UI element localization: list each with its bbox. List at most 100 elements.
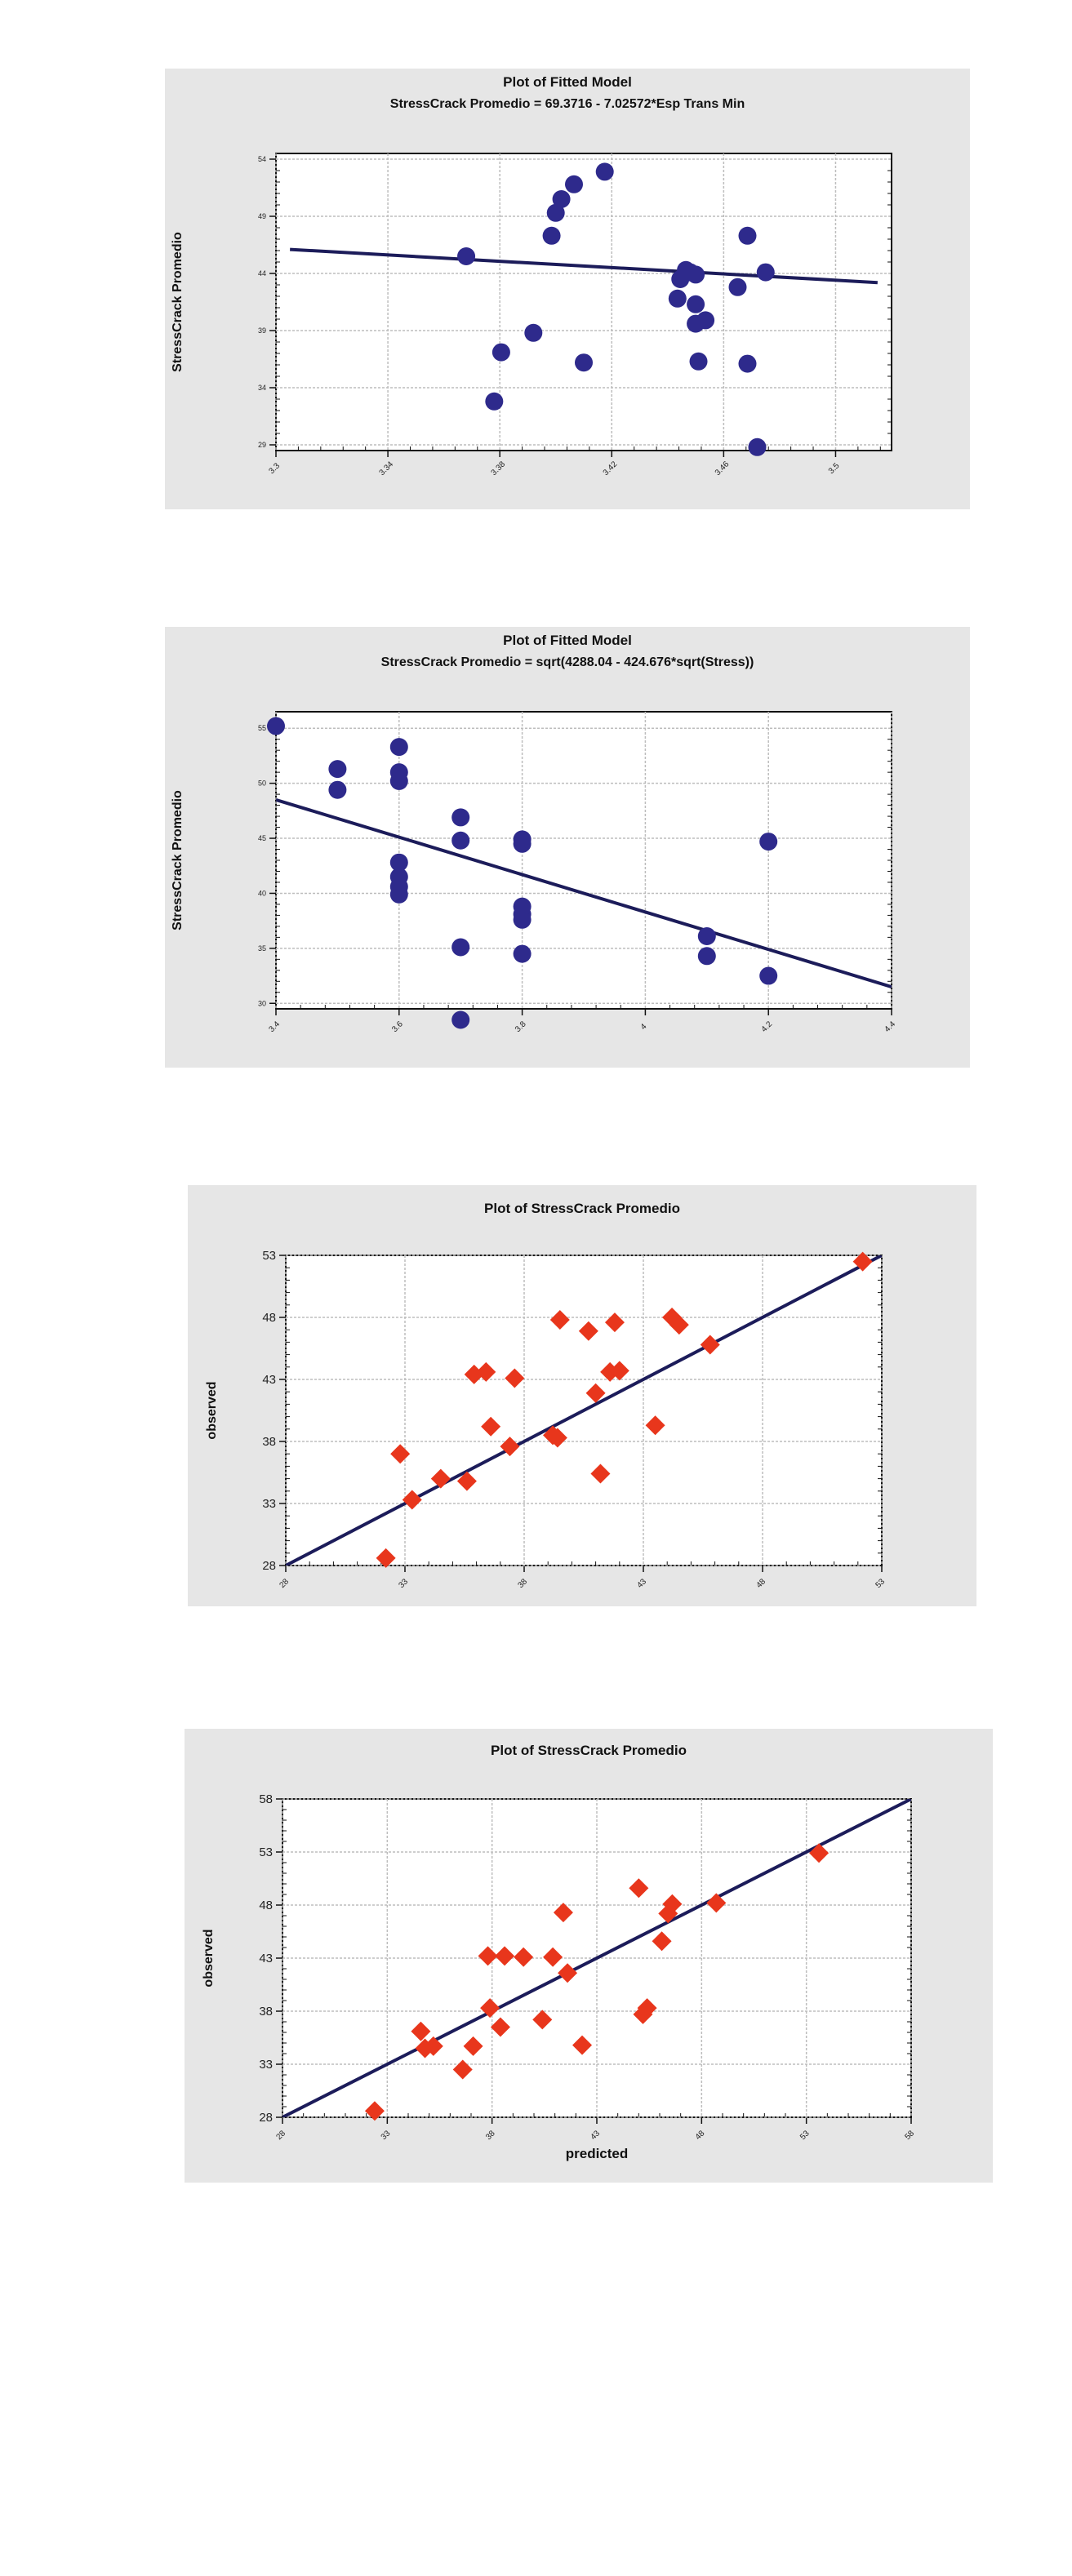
y-tick-label: 44 [258,269,266,278]
x-tick-label: 43 [635,1577,648,1590]
data-point [389,771,408,790]
data-point [575,353,593,372]
data-point [364,2101,385,2121]
y-tick-label: 58 [259,1792,273,1806]
y-tick-label: 28 [262,1559,276,1573]
y-axis-label: StressCrack Promedio [171,232,185,372]
fit-line [290,247,878,285]
x-tick-label: 43 [589,2129,602,2142]
y-tick-label: 34 [258,384,266,392]
y-tick-label: 50 [258,779,266,788]
data-point [572,2035,593,2055]
data-point [645,1415,665,1436]
x-tick-label: 38 [516,1577,529,1590]
data-point [585,1383,606,1403]
data-point [633,2004,653,2024]
fitted-model-chart-2: Plot of Fitted Model StressCrack Promedio… [165,627,970,1068]
y-tick-label: 45 [258,834,266,842]
chart-title: Plot of StressCrack Promedio [484,1201,680,1216]
chart-title: Plot of Fitted Model [503,633,632,648]
y-axis-label: observed [202,1929,216,1987]
y-tick-label: 28 [259,2111,273,2125]
fit-line [282,1799,911,2117]
fit-line [286,1255,882,1566]
data-point [759,966,778,985]
y-tick-label: 33 [259,2058,273,2072]
data-point [852,1251,873,1272]
data-point [328,780,347,799]
data-point [662,1894,683,1914]
y-tick-label: 43 [259,1952,273,1965]
data-point [490,2017,510,2037]
data-point [668,289,687,308]
data-point [553,1903,573,1923]
x-tick-label: 33 [397,1577,410,1590]
x-tick-label: 58 [903,2129,916,2142]
x-tick-label: 4 [639,1022,649,1032]
data-point [689,352,708,371]
data-point [451,938,470,957]
data-point [609,1361,629,1381]
fit-line [276,797,892,988]
data-point [389,738,408,757]
data-point [480,1998,500,2019]
chart-svg: Plot of Fitted Model StressCrack Promedio… [171,74,892,477]
data-point [578,1321,598,1341]
data-point [738,226,757,245]
x-tick-label: 48 [754,1577,767,1590]
y-tick-label: 29 [258,441,266,449]
x-tick-label: 3.4 [267,1019,282,1034]
x-tick-label: 38 [484,2129,497,2142]
x-tick-label: 28 [278,1577,291,1590]
chart-svg: Plot of StressCrack Promedio 28 33 38 43 48 53… [202,1743,916,2161]
y-tick-label: 49 [258,212,266,220]
data-point [463,2036,483,2056]
data-point [513,944,532,963]
plot-area [275,153,892,451]
x-tick-label: 3.6 [390,1019,405,1034]
data-point [748,437,767,456]
chart-subtitle: StressCrack Promedio = sqrt(4288.04 - 42… [381,655,754,669]
x-tick-label: 3.46 [714,460,732,477]
y-tick-label: 43 [262,1373,276,1387]
data-point [590,1463,611,1484]
data-point [738,354,757,373]
data-point [267,717,285,735]
data-point [423,2036,443,2056]
data-point [687,295,705,313]
x-tick-label: 3.34 [378,460,396,477]
data-point [478,1946,498,1966]
data-point [411,2021,431,2041]
plot-area [275,711,892,1010]
data-point [532,2010,553,2030]
y-tick-label: 48 [259,1899,273,1912]
x-tick-label: 3.5 [827,461,842,476]
x-axis-label: predicted [566,2146,629,2161]
fitted-model-chart-1: Plot of Fitted Model StressCrack Promedio… [165,69,970,509]
x-tick-label: 3.3 [267,461,282,476]
data-point [389,853,408,872]
chart-subtitle: StressCrack Promedio = 69.3716 - 7.02572… [390,97,745,111]
x-tick-label: 3.42 [602,460,620,477]
data-point [687,265,705,284]
data-point [697,927,716,946]
data-point [549,1310,570,1330]
data-point [500,1437,520,1457]
data-point [390,1444,411,1464]
data-point [430,1468,451,1489]
chart-svg: Plot of Fitted Model StressCrack Promedio… [171,633,897,1034]
data-point [542,226,561,245]
y-tick-label: 33 [262,1497,276,1511]
data-point [759,833,778,851]
y-tick-label: 40 [258,889,266,897]
x-tick-label: 53 [798,2129,812,2142]
data-point [451,808,470,827]
data-point [756,263,775,282]
chart-svg: Plot of StressCrack Promedio 28 33 38 43 48 53… [205,1201,887,1590]
data-point [652,1931,672,1952]
observed-vs-predicted-chart-1: Plot of StressCrack Promedio 28 33 38 43 48 53… [188,1185,976,1606]
data-point [485,392,504,411]
data-point [389,885,408,904]
data-point [492,343,510,362]
data-point [457,247,476,265]
